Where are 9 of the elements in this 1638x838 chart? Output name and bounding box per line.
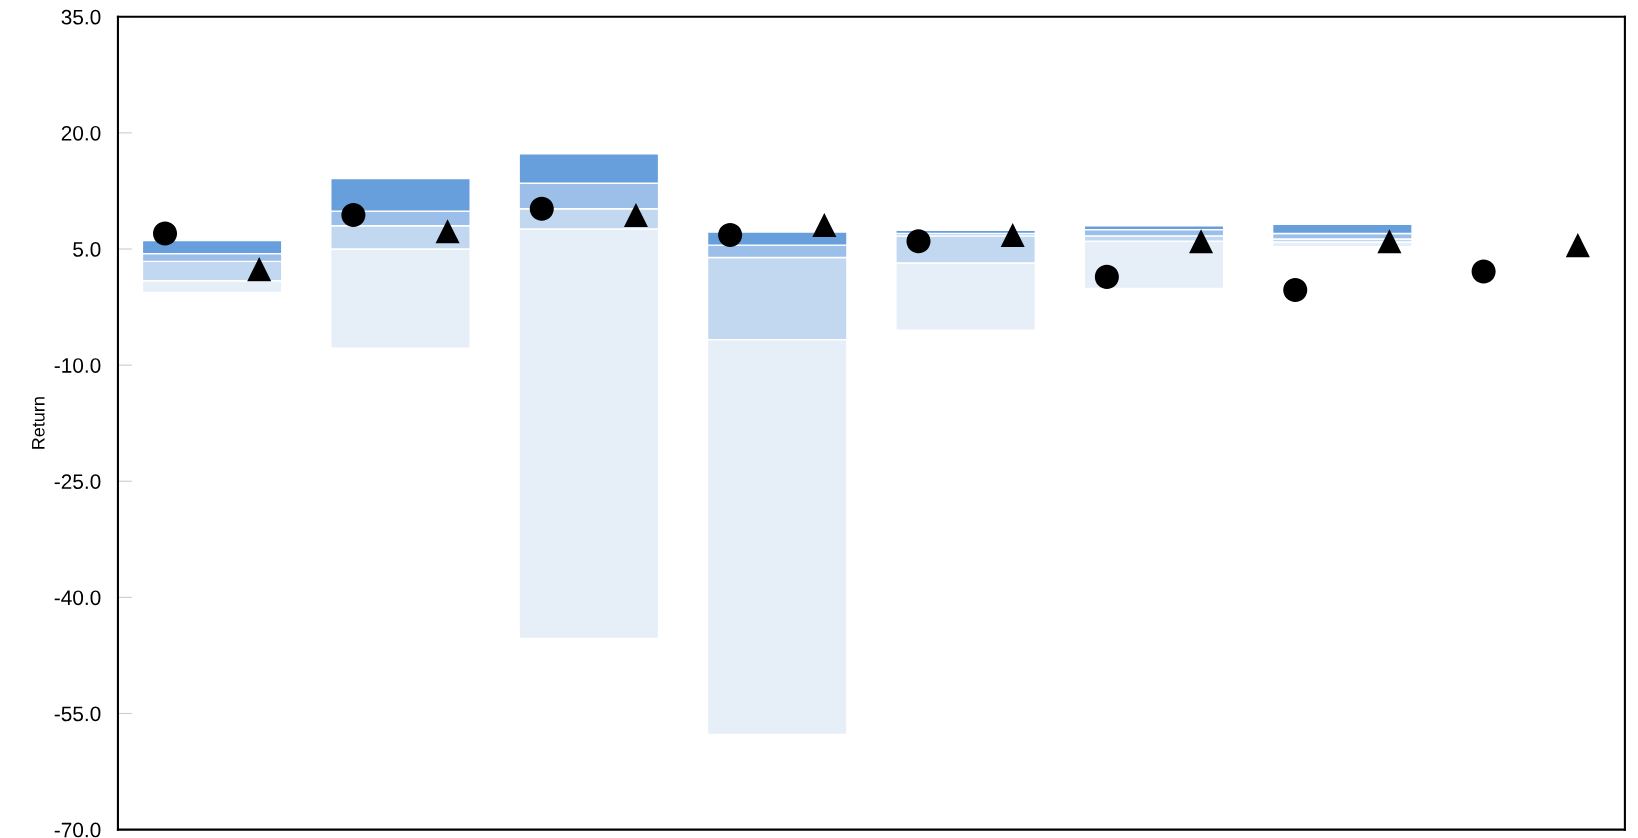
y-tick-label: -25.0 bbox=[54, 474, 101, 490]
y-tick-label: -70.0 bbox=[54, 822, 101, 838]
y-tick-label: 35.0 bbox=[61, 9, 101, 25]
y-tick-label: -40.0 bbox=[54, 590, 101, 606]
y-tick-label: -10.0 bbox=[54, 358, 101, 373]
y-tick-label: 20.0 bbox=[61, 125, 101, 141]
y-tick-label: -55.0 bbox=[54, 706, 101, 722]
y-tick-label: 5.0 bbox=[73, 242, 101, 257]
y-axis-title: Return bbox=[32, 397, 45, 449]
